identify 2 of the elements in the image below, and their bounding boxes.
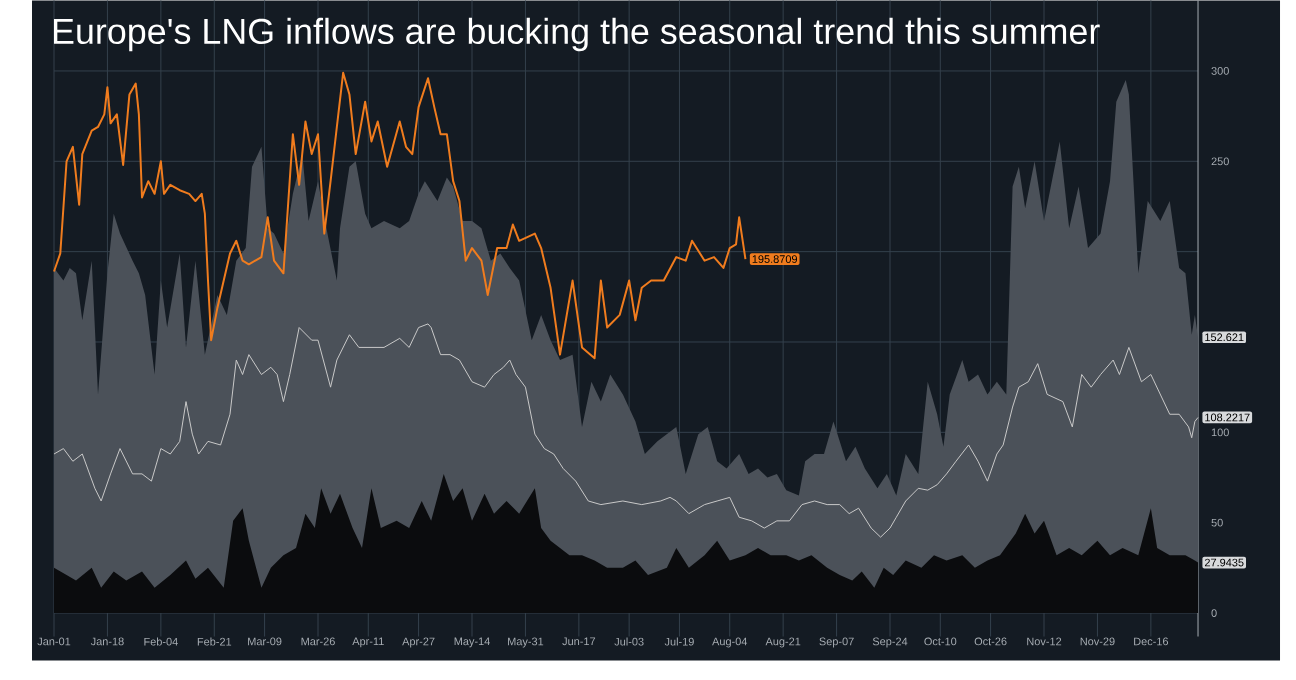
chart-title: Europe's LNG inflows are bucking the seasonal trend this summer [53, 17, 1100, 51]
line-series [53, 71, 747, 359]
